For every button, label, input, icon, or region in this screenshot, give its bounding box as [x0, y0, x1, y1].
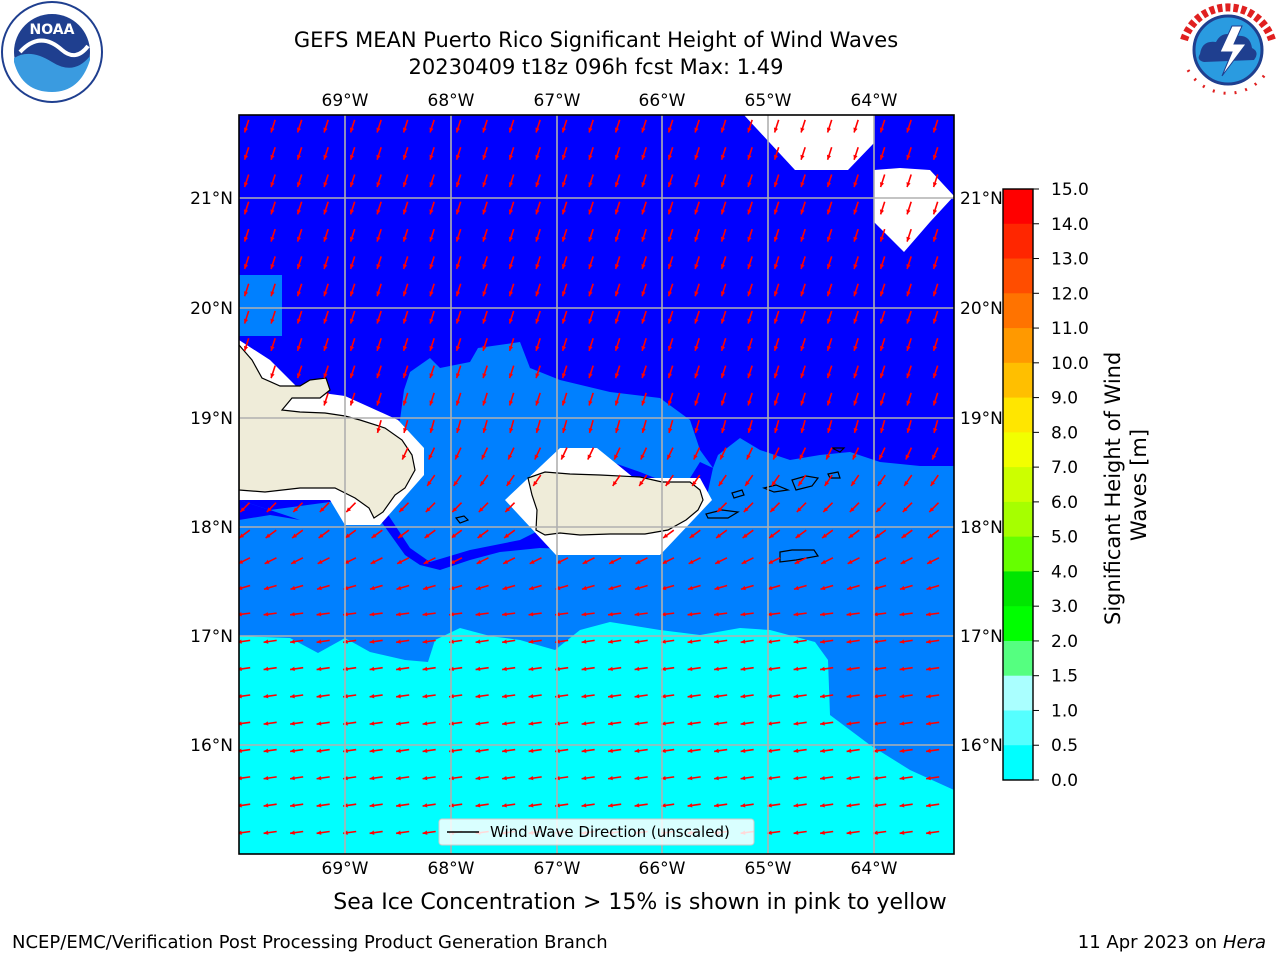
- map-legend: Wind Wave Direction (unscaled): [438, 818, 755, 846]
- lon-labels-top: 69°W 68°W 67°W 66°W 65°W 64°W: [322, 91, 898, 111]
- lat-label: 20°N: [960, 299, 1003, 319]
- virgin-islands: [731, 447, 846, 499]
- colorbar-segment: [1003, 362, 1033, 399]
- colorbar-segment: [1003, 258, 1033, 294]
- wave-band-0-0-5: [239, 115, 954, 570]
- nws-logo: [1180, 2, 1276, 98]
- colorbar-tick-label: 4.0: [1051, 562, 1078, 582]
- colorbar-tick-label: 12.0: [1051, 284, 1089, 304]
- lat-label: 18°N: [190, 518, 233, 538]
- lon-label: 66°W: [639, 859, 686, 879]
- hispaniola-land: [239, 344, 416, 519]
- lat-label: 17°N: [960, 627, 1003, 647]
- colorbar-segment: [1003, 189, 1033, 225]
- lon-label: 69°W: [322, 859, 369, 879]
- lon-label: 68°W: [428, 859, 475, 879]
- lat-labels-right: 21°N 20°N 19°N 18°N 17°N 16°N: [960, 189, 1003, 756]
- lon-label: 66°W: [639, 91, 686, 111]
- footer-branch: NCEP/EMC/Verification Post Processing Pr…: [12, 932, 608, 953]
- noaa-logo: NOAA: [1, 1, 103, 103]
- colorbar-segment: [1003, 536, 1033, 572]
- lon-label: 67°W: [534, 91, 581, 111]
- colorbar-segment: [1003, 432, 1033, 468]
- no-data-patch-northeast: [874, 168, 954, 252]
- lat-label: 18°N: [960, 518, 1003, 538]
- colorbar-tick-label: 14.0: [1051, 215, 1089, 235]
- colorbar-segment: [1003, 397, 1033, 433]
- colorbar-segment: [1003, 223, 1033, 260]
- lat-label: 19°N: [960, 409, 1003, 429]
- colorbar-tick-label: 1.5: [1051, 667, 1078, 687]
- colorbar-tick-label: 0.5: [1051, 736, 1078, 756]
- lon-label: 67°W: [534, 859, 581, 879]
- lon-label: 65°W: [745, 859, 792, 879]
- colorbar-segment: [1003, 467, 1033, 503]
- colorbar-segment: [1003, 640, 1033, 677]
- lat-label: 19°N: [190, 409, 233, 429]
- map-gridlines: [239, 115, 954, 854]
- lat-label: 21°N: [960, 189, 1003, 209]
- lon-label: 64°W: [851, 859, 898, 879]
- puerto-rico-land: [527, 471, 704, 536]
- colorbar-tick-label: 5.0: [1051, 528, 1078, 548]
- lat-label: 16°N: [190, 736, 233, 756]
- colorbar-segment: [1003, 328, 1033, 364]
- colorbar-tick-label: 2.0: [1051, 632, 1078, 652]
- colorbar-tick-label: 9.0: [1051, 389, 1078, 409]
- colorbar-tick-label: 6.0: [1051, 493, 1078, 513]
- noaa-logo-text: NOAA: [30, 22, 75, 38]
- colorbar-segment: [1003, 745, 1033, 781]
- footer-host: Hera: [1222, 932, 1266, 953]
- legend-label: Wind Wave Direction (unscaled): [490, 823, 730, 841]
- colorbar-tick-label: 10.0: [1051, 354, 1089, 374]
- colorbar-segment: [1003, 710, 1033, 746]
- lon-label: 65°W: [745, 91, 792, 111]
- sea-ice-caption: Sea Ice Concentration > 15% is shown in …: [333, 890, 947, 915]
- colorbar-tick-label: 13.0: [1051, 250, 1089, 270]
- colorbar-tick-label: 3.0: [1051, 597, 1078, 617]
- mona-island: [454, 515, 470, 524]
- lon-label: 69°W: [322, 91, 369, 111]
- colorbar-tick-label: 1.0: [1051, 701, 1078, 721]
- colorbar-tick-label: 8.0: [1051, 423, 1078, 443]
- lon-label: 64°W: [851, 91, 898, 111]
- colorbar-label: Significant Height of Wind Waves [m]: [1101, 345, 1151, 625]
- lat-label: 17°N: [190, 627, 233, 647]
- lat-labels-left: 21°N 20°N 19°N 18°N 17°N 16°N: [190, 189, 233, 756]
- chart-title-line2: 20230409 t18z 096h fcst Max: 1.49: [408, 55, 784, 79]
- colorbar-segment: [1003, 571, 1033, 607]
- colorbar-segment: [1003, 606, 1033, 642]
- colorbar-tick-label: 7.0: [1051, 458, 1078, 478]
- chart-title-line1: GEFS MEAN Puerto Rico Significant Height…: [293, 28, 899, 52]
- lat-label: 16°N: [960, 736, 1003, 756]
- colorbar-segment: [1003, 293, 1033, 329]
- lon-labels-bottom: 69°W 68°W 67°W 66°W 65°W 64°W: [322, 859, 898, 879]
- colorbar-tick-label: 11.0: [1051, 319, 1089, 339]
- colorbar-tick-label: 0.0: [1051, 771, 1078, 791]
- lon-label: 68°W: [428, 91, 475, 111]
- colorbar: [1003, 189, 1033, 781]
- st-croix-island: [779, 549, 820, 563]
- colorbar-segment: [1003, 675, 1033, 711]
- map-frame: [238, 114, 955, 855]
- footer-date-text: 11 Apr 2023 on: [1077, 932, 1223, 953]
- colorbar-segment: [1003, 501, 1033, 538]
- lat-label: 21°N: [190, 189, 233, 209]
- lat-label: 20°N: [190, 299, 233, 319]
- colorbar-ticks: 15.0 14.0 13.0 12.0 11.0 10.0 9.0 8.0 7.0 6.0 5.0 4…: [1033, 180, 1089, 791]
- footer-date: 11 Apr 2023 on Hera: [1078, 932, 1266, 953]
- colorbar-tick-label: 15.0: [1051, 180, 1089, 200]
